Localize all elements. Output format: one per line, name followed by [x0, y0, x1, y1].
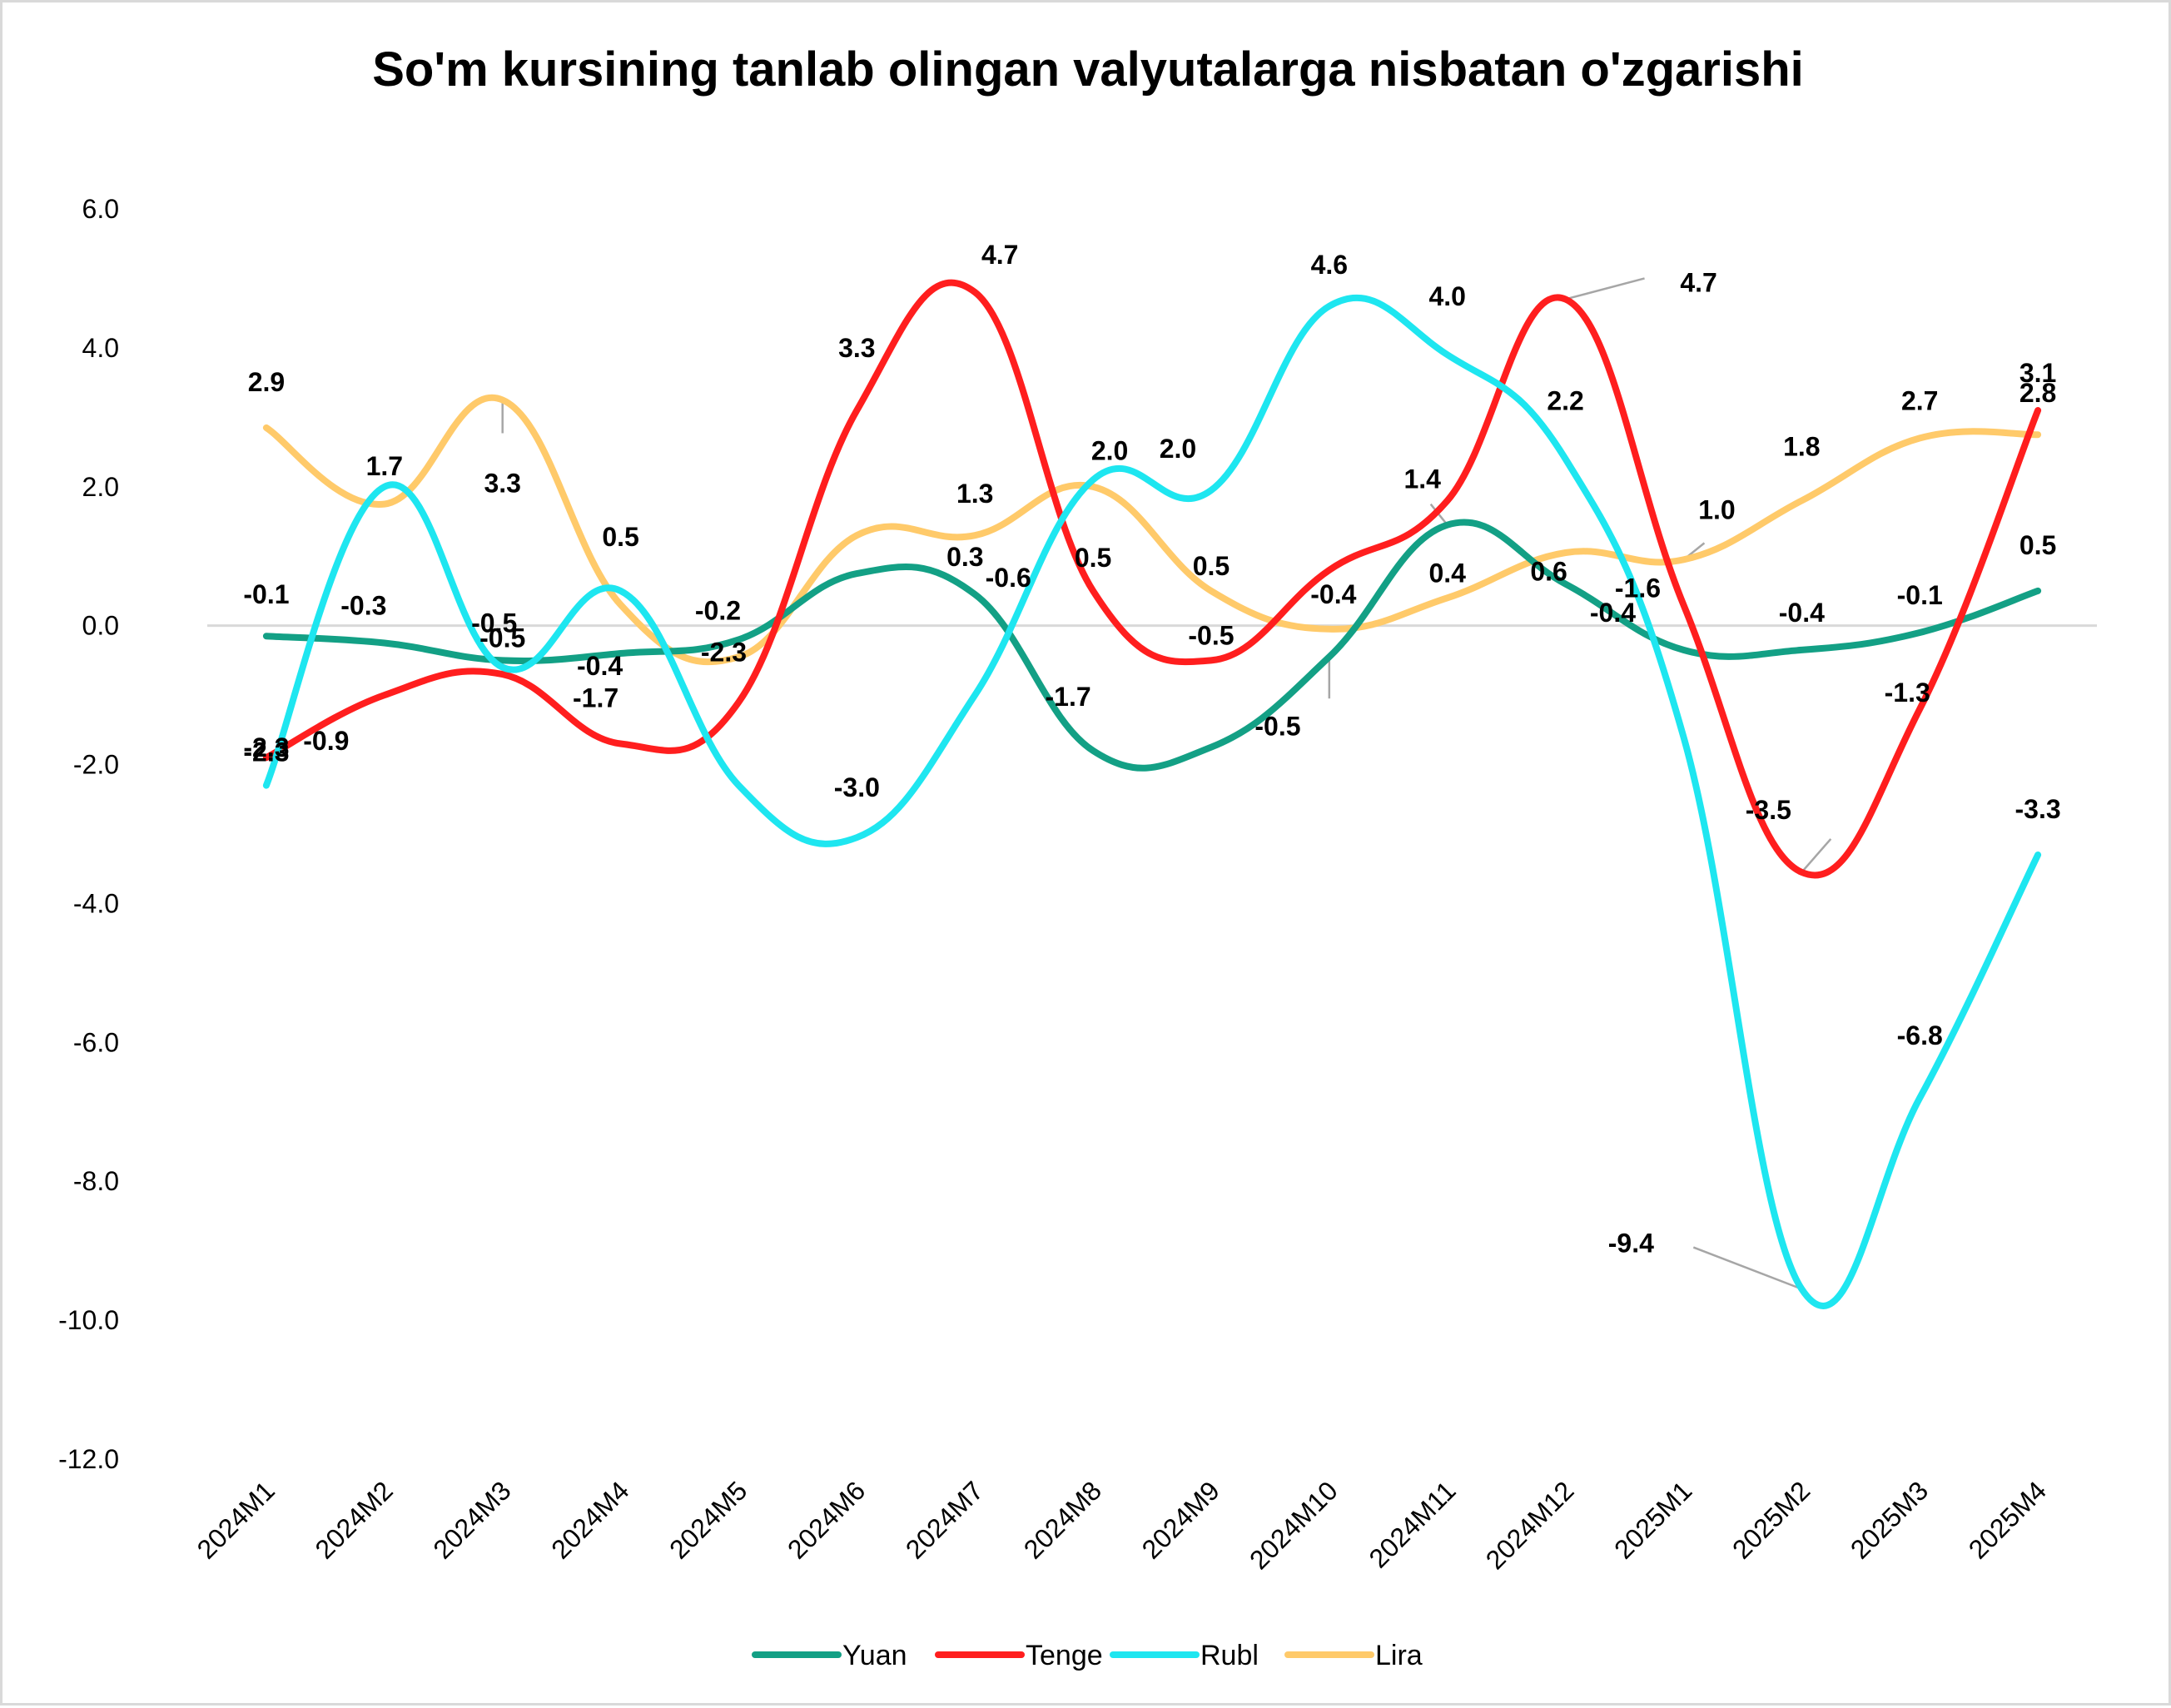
y-tick-label: -4.0 [73, 888, 119, 918]
x-axis: 2024M1 2024M2 2024M3 2024M4 2024M5 2024M6 2024… [191, 1475, 2052, 1575]
data-label-tenge: 3.3 [838, 333, 875, 363]
data-label-rubl: 2.0 [1160, 434, 1196, 464]
data-labels: -0.1 -0.3 -0.5 -0.4 -0.2 0.3-0.6 -1.7 -0.5 -0.4 1… [243, 240, 2060, 1258]
y-tick-label: -12.0 [58, 1444, 119, 1474]
series-line-rubl [262, 294, 2042, 1309]
data-label-rubl: 1.7 [366, 451, 403, 481]
data-label-rubl: 0.5 [602, 522, 638, 552]
y-tick-label: 2.0 [82, 472, 119, 502]
x-tick-label: 2024M10 [1244, 1475, 1344, 1575]
data-label-tenge: -1.6 [1615, 573, 1661, 603]
data-label-yuan: -0.1 [243, 579, 289, 609]
data-label-lira: 1.3 [956, 479, 993, 509]
data-label-lira: 2.8 [2019, 378, 2056, 408]
data-label-yuan: -1.7 [1045, 682, 1090, 712]
data-label-tenge: -3.5 [1746, 795, 1791, 825]
x-tick-label: 2024M1 [191, 1475, 281, 1564]
y-tick-label: 0.0 [82, 611, 119, 641]
data-label-yuan: -0.1 [1897, 580, 1943, 610]
data-label-lira: 0.5 [1193, 551, 1230, 581]
x-tick-label: 2025M2 [1726, 1475, 1816, 1564]
data-label-tenge: -1.7 [573, 683, 619, 713]
leader-line [1692, 1246, 1802, 1290]
data-label-tenge: 4.7 [1680, 267, 1716, 297]
data-label-lira: 3.3 [484, 468, 520, 498]
data-label-yuan: -0.3 [340, 591, 386, 621]
data-label-yuan: -0.4 [577, 651, 623, 681]
y-axis: 6.0 4.0 2.0 0.0 -2.0 -4.0 -6.0 -8.0 -10.0 -12.0 [58, 194, 119, 1474]
data-label-tenge: 0.5 [1075, 543, 1111, 573]
x-tick-label: 2025M4 [1963, 1475, 2052, 1564]
data-label-yuan: -0.4 [1779, 598, 1825, 628]
legend: Yuan Tenge Rubl Lira [752, 1640, 1423, 1671]
data-label-yuan: 0.5 [2019, 530, 2056, 560]
data-label-rubl: -3.3 [2015, 794, 2060, 824]
x-tick-label: 2024M9 [1136, 1475, 1225, 1564]
x-tick-label: 2024M12 [1480, 1475, 1580, 1575]
x-tick-label: 2024M5 [663, 1475, 753, 1564]
data-label-tenge: -1.3 [1885, 678, 1930, 708]
y-tick-label: -2.0 [73, 750, 119, 780]
data-label-yuan: 0.3 [946, 542, 983, 572]
data-label-tenge: 3.1 [2019, 358, 2056, 388]
series-line-yuan [262, 519, 2042, 772]
data-label-rubl: 4.0 [1428, 281, 1465, 311]
data-label-rubl: 2.2 [1547, 385, 1583, 415]
series-line-tenge [262, 279, 2042, 879]
y-tick-label: 6.0 [82, 194, 119, 224]
data-label-lira: 2.9 [248, 367, 285, 397]
data-label-rubl: -2.3 [243, 737, 289, 767]
data-label-tenge: -0.9 [303, 726, 349, 756]
y-tick-label: -6.0 [73, 1027, 119, 1057]
data-label-yuan: -0.4 [1590, 598, 1636, 628]
leader-line [1565, 277, 1645, 300]
legend-label-rubl: Rubl [1200, 1640, 1259, 1671]
x-tick-label: 2024M4 [545, 1475, 634, 1564]
y-tick-label: -8.0 [73, 1166, 119, 1196]
data-label-tenge: 4.7 [981, 240, 1018, 270]
leader-line [1801, 838, 1832, 873]
data-label-rubl: -0.5 [479, 623, 525, 653]
data-label-yuan: 1.4 [1403, 464, 1441, 494]
data-label-lira: 0.4 [1428, 558, 1466, 588]
data-label-yuan: -0.6 [986, 563, 1031, 593]
legend-label-lira: Lira [1375, 1640, 1423, 1671]
leader-line [1429, 503, 1448, 526]
data-label-rubl: 2.0 [1091, 435, 1128, 465]
data-label-rubl: -3.0 [834, 772, 880, 802]
data-label-lira: 1.0 [1698, 494, 1735, 524]
x-tick-label: 2024M7 [900, 1475, 989, 1564]
data-label-rubl: -6.8 [1897, 1020, 1943, 1050]
x-tick-label: 2024M11 [1364, 1475, 1462, 1573]
legend-label-tenge: Tenge [1026, 1640, 1103, 1671]
data-label-yuan: -0.5 [471, 608, 517, 638]
x-tick-label: 2025M1 [1608, 1475, 1697, 1564]
x-tick-label: 2024M6 [782, 1475, 871, 1564]
data-label-tenge: -2.3 [701, 637, 747, 667]
series-lines [262, 279, 2042, 1309]
legend-label-yuan: Yuan [842, 1640, 907, 1671]
data-label-tenge: -0.5 [1188, 620, 1234, 650]
data-label-yuan: -0.2 [695, 595, 741, 625]
x-tick-label: 2024M3 [427, 1475, 516, 1564]
data-label-tenge: -2.3 [243, 732, 289, 762]
data-label-yuan: -0.5 [1254, 712, 1300, 742]
x-tick-label: 2025M3 [1845, 1475, 1934, 1564]
series-line-lira [262, 394, 2042, 666]
y-tick-label: -10.0 [58, 1305, 119, 1335]
y-tick-label: 4.0 [82, 333, 119, 363]
chart-title: So'm kursining tanlab olingan valyutalar… [372, 42, 1804, 97]
data-label-rubl: 4.6 [1311, 250, 1348, 280]
x-tick-label: 2024M8 [1018, 1475, 1107, 1564]
data-label-lira: 1.8 [1783, 431, 1820, 461]
data-label-yuan: -0.4 [1310, 579, 1356, 609]
data-label-lira: 2.7 [1901, 385, 1938, 415]
data-label-yuan: 0.6 [1530, 557, 1567, 587]
x-tick-label: 2024M2 [310, 1475, 399, 1564]
data-label-rubl: -9.4 [1608, 1229, 1654, 1259]
